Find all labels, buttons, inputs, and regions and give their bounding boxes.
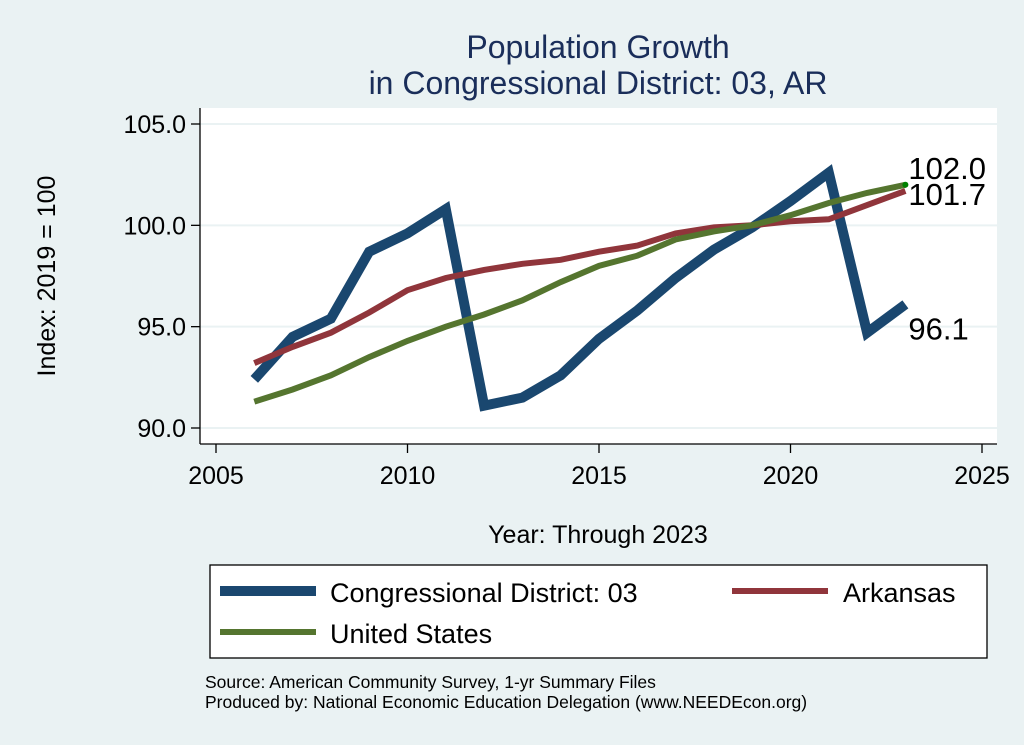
series-line-arkansas xyxy=(253,188,907,366)
plot-area xyxy=(200,108,997,444)
x-tick-label: 2005 xyxy=(188,462,244,490)
end-label-district: 96.1 xyxy=(908,311,968,346)
producer-note: Produced by: National Economic Education… xyxy=(205,692,807,712)
end-marker-united-states xyxy=(902,181,909,188)
y-tick-label: 100.0 xyxy=(123,212,186,240)
end-label-united-states: 102.0 xyxy=(908,151,986,186)
series-line-united-states xyxy=(253,181,907,405)
chart-title-line-2: in Congressional District: 03, AR xyxy=(369,65,828,101)
source-note: Source: American Community Survey, 1-yr … xyxy=(205,672,656,692)
x-tick-label: 2025 xyxy=(954,462,1010,490)
x-tick-label: 2010 xyxy=(380,462,436,490)
legend-label-united-states: United States xyxy=(330,619,492,649)
y-axis-title: Index: 2019 = 100 xyxy=(33,176,61,377)
series-lines xyxy=(250,164,909,412)
end-label-arkansas: 101.7 xyxy=(908,177,986,212)
y-tick-label: 90.0 xyxy=(137,415,186,443)
y-tick-label: 105.0 xyxy=(123,111,186,139)
x-tick-label: 2020 xyxy=(763,462,819,490)
legend-label-arkansas: Arkansas xyxy=(843,578,956,608)
chart-title-line-1: Population Growth xyxy=(466,29,729,65)
x-axis-title: Year: Through 2023 xyxy=(488,521,708,549)
series-line-district xyxy=(250,164,909,412)
end-markers xyxy=(902,181,909,188)
x-tick-label: 2015 xyxy=(571,462,627,490)
legend-box xyxy=(209,564,988,659)
legend: Congressional District: 03 Arkansas Unit… xyxy=(209,564,988,659)
y-tick-label: 95.0 xyxy=(137,314,186,342)
x-ticks: 2005 2010 2015 2020 2025 xyxy=(188,444,1010,490)
legend-label-district: Congressional District: 03 xyxy=(330,578,638,608)
y-ticks: 90.0 95.0 100.0 105.0 xyxy=(123,111,200,443)
